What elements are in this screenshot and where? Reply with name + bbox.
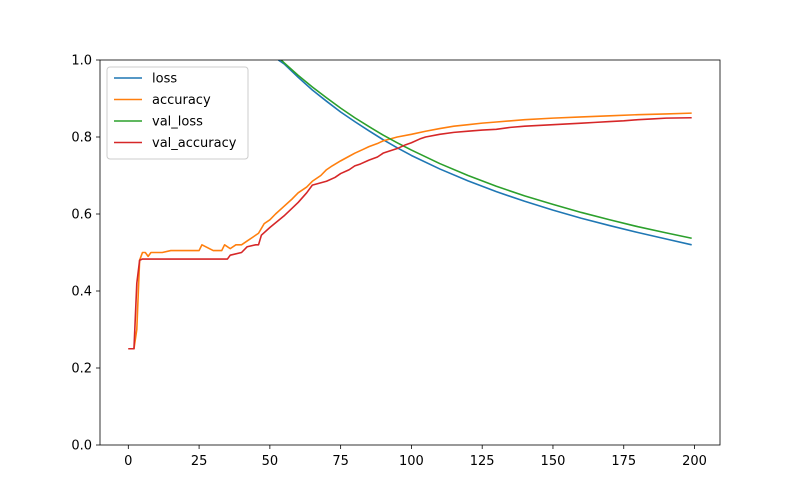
x-tick-label: 200 (682, 454, 707, 469)
series-line-loss (277, 60, 692, 246)
legend-label-accuracy: accuracy (152, 93, 211, 108)
y-tick-label: 1.0 (71, 54, 92, 69)
x-tick-label: 0 (124, 454, 132, 469)
y-tick-label: 0.0 (71, 439, 92, 454)
legend-label-val-accuracy: val_accuracy (152, 136, 237, 151)
y-tick-label: 0.2 (71, 362, 92, 377)
series-lines (128, 60, 692, 350)
series-line-val-loss (280, 60, 692, 240)
x-tick-label: 175 (611, 454, 636, 469)
legend: loss accuracy val_loss val_accuracy (106, 66, 249, 160)
plot-frame (99, 59, 721, 446)
x-tick-label: 100 (399, 454, 424, 469)
series-line-val-accuracy (128, 116, 692, 350)
series-line-accuracy (128, 112, 692, 350)
legend-label-val-loss: val_loss (152, 115, 203, 130)
legend-label-loss: loss (152, 72, 177, 87)
y-tick-label: 0.6 (71, 208, 92, 223)
x-tick-label: 125 (470, 454, 495, 469)
y-tick-label: 0.8 (71, 131, 92, 146)
legend-box (106, 66, 249, 160)
x-tick-label: 50 (262, 454, 279, 469)
x-tick-label: 75 (332, 454, 349, 469)
y-tick-label: 0.4 (71, 285, 92, 300)
x-tick-label: 150 (541, 454, 566, 469)
axes: 0 25 50 75 100 125 150 175 200 0.0 0.2 0.4 0.6 0.8 1.0 (71, 54, 707, 470)
x-tick-label: 25 (191, 454, 208, 469)
axes-frame (99, 59, 721, 446)
